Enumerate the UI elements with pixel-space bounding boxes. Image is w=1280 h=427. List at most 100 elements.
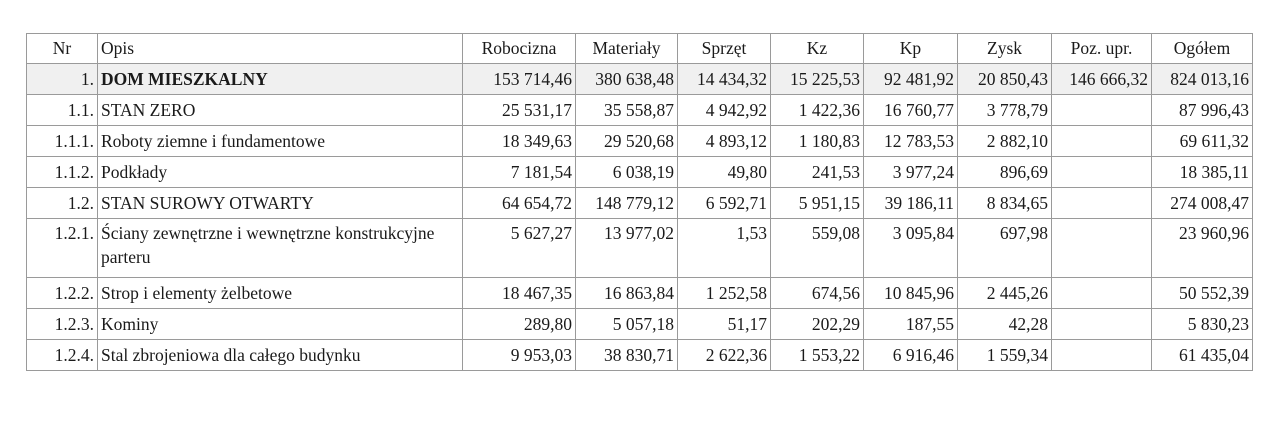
- table-row: 1.1. STAN ZERO 25 531,17 35 558,87 4 942…: [26, 94, 1253, 126]
- cell-kz: 15 225,53: [770, 63, 864, 95]
- cell-poz-upr: 146 666,32: [1051, 63, 1152, 95]
- cell-materialy: 13 977,02: [575, 218, 678, 278]
- cell-opis: Stal zbrojeniowa dla całego budynku: [97, 339, 463, 371]
- cell-kp: 3 977,24: [863, 156, 958, 188]
- cell-nr: 1.1.2.: [26, 156, 98, 188]
- cell-kp: 12 783,53: [863, 125, 958, 157]
- cell-sprzet: 1 252,58: [677, 277, 771, 309]
- cell-kp: 16 760,77: [863, 94, 958, 126]
- cell-ogolem: 18 385,11: [1151, 156, 1253, 188]
- header-kz: Kz: [770, 33, 864, 64]
- cell-robocizna: 153 714,46: [462, 63, 576, 95]
- cell-sprzet: 1,53: [677, 218, 771, 278]
- table-row: 1.2.3. Kominy 289,80 5 057,18 51,17 202,…: [26, 308, 1253, 340]
- cell-zysk: 896,69: [957, 156, 1052, 188]
- cell-poz-upr: [1051, 277, 1152, 309]
- header-opis: Opis: [97, 33, 463, 64]
- cell-materialy: 6 038,19: [575, 156, 678, 188]
- cell-poz-upr: [1051, 218, 1152, 278]
- cell-sprzet: 51,17: [677, 308, 771, 340]
- cell-kp: 39 186,11: [863, 187, 958, 219]
- table-row-total: 1. DOM MIESZKALNY 153 714,46 380 638,48 …: [26, 63, 1253, 95]
- cell-zysk: 1 559,34: [957, 339, 1052, 371]
- table-row: 1.2.4. Stal zbrojeniowa dla całego budyn…: [26, 339, 1253, 371]
- header-materialy: Materiały: [575, 33, 678, 64]
- cell-robocizna: 25 531,17: [462, 94, 576, 126]
- cell-nr: 1.2.: [26, 187, 98, 219]
- cell-kz: 1 422,36: [770, 94, 864, 126]
- table-row: 1.2.2. Strop i elementy żelbetowe 18 467…: [26, 277, 1253, 309]
- cell-nr: 1.2.1.: [26, 218, 98, 278]
- cell-sprzet: 14 434,32: [677, 63, 771, 95]
- cell-robocizna: 18 467,35: [462, 277, 576, 309]
- cell-opis: DOM MIESZKALNY: [97, 63, 463, 95]
- cost-estimate-table: Nr Opis Robocizna Materiały Sprzęt Kz Kp…: [26, 33, 1253, 371]
- cell-poz-upr: [1051, 94, 1152, 126]
- header-sprzet: Sprzęt: [677, 33, 771, 64]
- header-poz-upr: Poz. upr.: [1051, 33, 1152, 64]
- cell-kz: 1 180,83: [770, 125, 864, 157]
- cell-sprzet: 4 942,92: [677, 94, 771, 126]
- cell-ogolem: 274 008,47: [1151, 187, 1253, 219]
- cell-poz-upr: [1051, 156, 1152, 188]
- cell-opis: Kominy: [97, 308, 463, 340]
- header-robocizna: Robocizna: [462, 33, 576, 64]
- cell-kz: 241,53: [770, 156, 864, 188]
- cell-sprzet: 6 592,71: [677, 187, 771, 219]
- cell-poz-upr: [1051, 125, 1152, 157]
- cell-materialy: 5 057,18: [575, 308, 678, 340]
- cell-zysk: 697,98: [957, 218, 1052, 278]
- cell-nr: 1.2.2.: [26, 277, 98, 309]
- cell-ogolem: 69 611,32: [1151, 125, 1253, 157]
- table-row: 1.2. STAN SUROWY OTWARTY 64 654,72 148 7…: [26, 187, 1253, 219]
- cell-robocizna: 7 181,54: [462, 156, 576, 188]
- cell-nr: 1.: [26, 63, 98, 95]
- table-row: 1.1.1. Roboty ziemne i fundamentowe 18 3…: [26, 125, 1253, 157]
- table-header-row: Nr Opis Robocizna Materiały Sprzęt Kz Kp…: [26, 33, 1253, 64]
- cell-robocizna: 5 627,27: [462, 218, 576, 278]
- cell-opis: Ściany zewnętrzne i wewnętrzne konstrukc…: [97, 218, 463, 278]
- cell-poz-upr: [1051, 308, 1152, 340]
- cell-robocizna: 289,80: [462, 308, 576, 340]
- cell-nr: 1.2.4.: [26, 339, 98, 371]
- cell-kz: 5 951,15: [770, 187, 864, 219]
- cell-materialy: 38 830,71: [575, 339, 678, 371]
- cell-poz-upr: [1051, 339, 1152, 371]
- cell-zysk: 42,28: [957, 308, 1052, 340]
- cell-opis: STAN SUROWY OTWARTY: [97, 187, 463, 219]
- cell-opis: Roboty ziemne i fundamentowe: [97, 125, 463, 157]
- cell-zysk: 2 445,26: [957, 277, 1052, 309]
- cell-kz: 674,56: [770, 277, 864, 309]
- cell-zysk: 8 834,65: [957, 187, 1052, 219]
- cell-sprzet: 4 893,12: [677, 125, 771, 157]
- table-row: 1.1.2. Podkłady 7 181,54 6 038,19 49,80 …: [26, 156, 1253, 188]
- header-kp: Kp: [863, 33, 958, 64]
- cell-opis: Podkłady: [97, 156, 463, 188]
- cell-zysk: 3 778,79: [957, 94, 1052, 126]
- header-nr: Nr: [26, 33, 98, 64]
- cell-sprzet: 49,80: [677, 156, 771, 188]
- cell-kz: 202,29: [770, 308, 864, 340]
- cell-materialy: 148 779,12: [575, 187, 678, 219]
- cell-kz: 559,08: [770, 218, 864, 278]
- table-row: 1.2.1. Ściany zewnętrzne i wewnętrzne ko…: [26, 218, 1253, 278]
- cell-kp: 3 095,84: [863, 218, 958, 278]
- cell-ogolem: 87 996,43: [1151, 94, 1253, 126]
- cell-robocizna: 64 654,72: [462, 187, 576, 219]
- cell-opis: Strop i elementy żelbetowe: [97, 277, 463, 309]
- cell-materialy: 380 638,48: [575, 63, 678, 95]
- cell-ogolem: 5 830,23: [1151, 308, 1253, 340]
- header-zysk: Zysk: [957, 33, 1052, 64]
- cell-nr: 1.1.: [26, 94, 98, 126]
- cell-kp: 10 845,96: [863, 277, 958, 309]
- cell-ogolem: 23 960,96: [1151, 218, 1253, 278]
- cell-nr: 1.2.3.: [26, 308, 98, 340]
- cell-ogolem: 824 013,16: [1151, 63, 1253, 95]
- header-ogolem: Ogółem: [1151, 33, 1253, 64]
- cell-sprzet: 2 622,36: [677, 339, 771, 371]
- cell-ogolem: 61 435,04: [1151, 339, 1253, 371]
- cell-materialy: 29 520,68: [575, 125, 678, 157]
- cell-zysk: 2 882,10: [957, 125, 1052, 157]
- cell-robocizna: 9 953,03: [462, 339, 576, 371]
- cell-zysk: 20 850,43: [957, 63, 1052, 95]
